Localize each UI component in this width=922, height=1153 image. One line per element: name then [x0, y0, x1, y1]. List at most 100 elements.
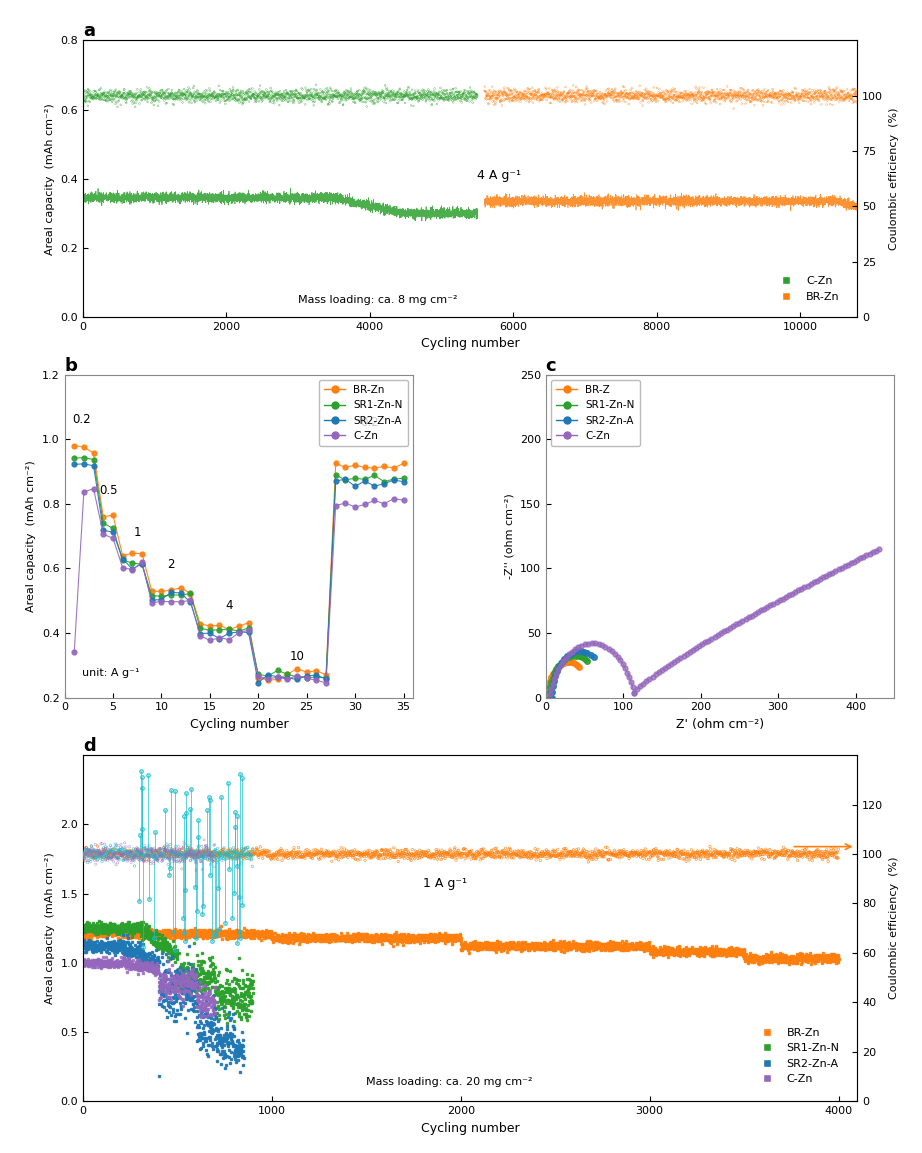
Point	[843, 89, 857, 107]
Point	[312, 844, 326, 862]
Point	[123, 842, 137, 860]
Point	[451, 89, 466, 107]
Point	[744, 850, 759, 868]
Point	[644, 842, 658, 860]
Point	[432, 85, 447, 104]
Point	[100, 844, 115, 862]
Point	[661, 89, 676, 107]
Point	[246, 88, 261, 106]
Point	[508, 86, 523, 105]
Point	[222, 846, 237, 865]
Point	[298, 88, 313, 106]
Point	[89, 89, 103, 107]
Point	[808, 844, 822, 862]
Point	[183, 90, 198, 108]
Point	[708, 86, 723, 105]
Point	[578, 90, 593, 108]
Point	[323, 845, 337, 864]
Point	[361, 83, 375, 101]
Point	[569, 843, 584, 861]
Point	[92, 842, 107, 860]
Point	[475, 841, 490, 859]
Point	[175, 93, 190, 112]
Point	[709, 85, 724, 104]
Point	[146, 844, 160, 862]
Point	[764, 845, 779, 864]
Point	[769, 85, 784, 104]
Point	[313, 849, 328, 867]
Point	[420, 843, 434, 861]
Point	[493, 83, 508, 101]
Point	[321, 842, 336, 860]
Point	[170, 843, 184, 861]
Point	[136, 839, 151, 858]
Point	[219, 845, 234, 864]
Point	[189, 83, 204, 101]
Point	[548, 89, 562, 107]
Point	[301, 81, 315, 99]
Point	[431, 91, 446, 110]
Point	[167, 90, 182, 108]
Point	[89, 846, 104, 865]
Point	[740, 86, 755, 105]
Point	[398, 846, 413, 865]
Point	[816, 844, 831, 862]
Point	[173, 845, 188, 864]
Point	[493, 91, 508, 110]
Point	[794, 88, 809, 106]
Point	[334, 86, 349, 105]
Point	[662, 844, 677, 862]
Point	[824, 839, 839, 858]
Point	[238, 85, 253, 104]
Point	[190, 845, 205, 864]
Point	[131, 849, 146, 867]
Point	[148, 847, 162, 866]
Point	[715, 89, 729, 107]
Point	[195, 845, 210, 864]
Point	[352, 81, 367, 99]
Point	[648, 844, 663, 862]
Point	[806, 89, 821, 107]
Point	[96, 849, 111, 867]
Point	[706, 849, 721, 867]
Point	[171, 83, 185, 101]
Point	[383, 92, 397, 111]
Point	[375, 83, 390, 101]
Point	[177, 832, 192, 851]
Point	[117, 843, 132, 861]
Point	[647, 843, 662, 861]
Point	[724, 841, 739, 859]
Point	[400, 86, 415, 105]
Point	[196, 845, 211, 864]
Point	[387, 85, 402, 104]
Point	[112, 841, 126, 859]
Point	[421, 847, 436, 866]
Point	[501, 90, 515, 108]
Point	[455, 86, 470, 105]
Point	[576, 89, 591, 107]
Point	[410, 89, 425, 107]
Point	[163, 84, 178, 103]
Point	[756, 845, 771, 864]
Point	[586, 845, 601, 864]
Point	[304, 847, 319, 866]
Point	[393, 845, 408, 864]
Point	[189, 843, 204, 861]
Point	[522, 83, 537, 101]
Point	[520, 83, 535, 101]
Point	[653, 89, 668, 107]
Point	[700, 85, 715, 104]
Point	[294, 843, 309, 861]
Point	[729, 92, 744, 111]
Point	[752, 88, 767, 106]
Point	[540, 845, 555, 864]
Point	[786, 844, 801, 862]
Point	[649, 93, 664, 112]
Point	[816, 84, 831, 103]
Point	[488, 89, 502, 107]
Point	[804, 86, 819, 105]
Point	[108, 95, 123, 113]
Point	[325, 844, 340, 862]
Point	[517, 82, 532, 100]
Point	[487, 96, 502, 114]
